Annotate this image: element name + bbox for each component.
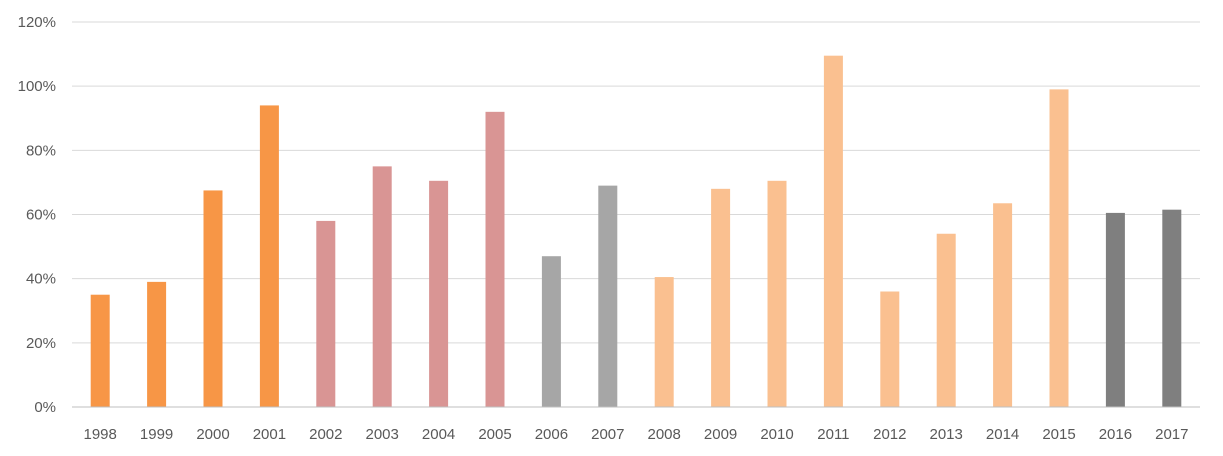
- bar-2010: [767, 180, 787, 407]
- bar-1999: [147, 281, 167, 407]
- y-tick-label: 100%: [18, 78, 56, 95]
- bar-2012: [880, 291, 900, 407]
- bar-2000: [203, 190, 223, 407]
- x-tick-label: 2011: [817, 426, 849, 443]
- x-tick-label: 2002: [309, 426, 342, 443]
- bar-1998: [90, 294, 110, 407]
- x-tick-label: 2007: [591, 426, 624, 443]
- x-tick-label: 2012: [873, 426, 906, 443]
- bar-2009: [711, 188, 731, 407]
- bars: [90, 55, 1182, 408]
- bar-2013: [936, 233, 956, 407]
- bar-2005: [485, 111, 505, 407]
- bar-2007: [598, 185, 618, 407]
- bar-2002: [316, 220, 336, 407]
- x-tick-label: 2013: [930, 426, 963, 443]
- x-tick-label: 2000: [196, 426, 229, 443]
- x-tick-label: 2017: [1155, 426, 1188, 443]
- x-tick-label: 2005: [478, 426, 511, 443]
- x-tick-label: 2003: [366, 426, 399, 443]
- bar-2006: [541, 256, 561, 407]
- y-tick-label: 20%: [26, 335, 56, 352]
- x-tick-label: 1999: [140, 426, 173, 443]
- x-tick-label: 2009: [704, 426, 737, 443]
- y-tick-label: 0%: [34, 399, 56, 416]
- x-tick-label: 2010: [760, 426, 793, 443]
- bar-2017: [1162, 209, 1182, 407]
- x-tick-label: 2016: [1099, 426, 1132, 443]
- x-tick-label: 2006: [535, 426, 568, 443]
- bar-2004: [429, 180, 449, 407]
- x-axis-tick-labels: 1998 1999 2000 2001 2002 2003 2004 2005 2006 2007…: [84, 426, 1189, 443]
- bar-2003: [372, 166, 392, 407]
- bar-2016: [1105, 212, 1125, 407]
- y-axis-tick-labels: 0% 20% 40% 60% 80% 100% 120%: [18, 14, 56, 416]
- bar-2011: [823, 55, 843, 407]
- x-tick-label: 2014: [986, 426, 1019, 443]
- x-tick-label: 2015: [1042, 426, 1075, 443]
- gridlines: [72, 21, 1200, 344]
- bar-2008: [654, 277, 674, 407]
- bar-2001: [259, 105, 279, 408]
- y-tick-label: 40%: [26, 271, 56, 288]
- x-tick-label: 2001: [253, 426, 286, 443]
- bar-2014: [993, 203, 1013, 407]
- x-tick-label: 2008: [648, 426, 681, 443]
- bar-2015: [1049, 89, 1069, 407]
- y-tick-label: 60%: [26, 207, 56, 224]
- y-tick-label: 120%: [18, 14, 56, 31]
- y-tick-label: 80%: [26, 142, 56, 159]
- x-tick-label: 2004: [422, 426, 455, 443]
- x-tick-label: 1998: [84, 426, 117, 443]
